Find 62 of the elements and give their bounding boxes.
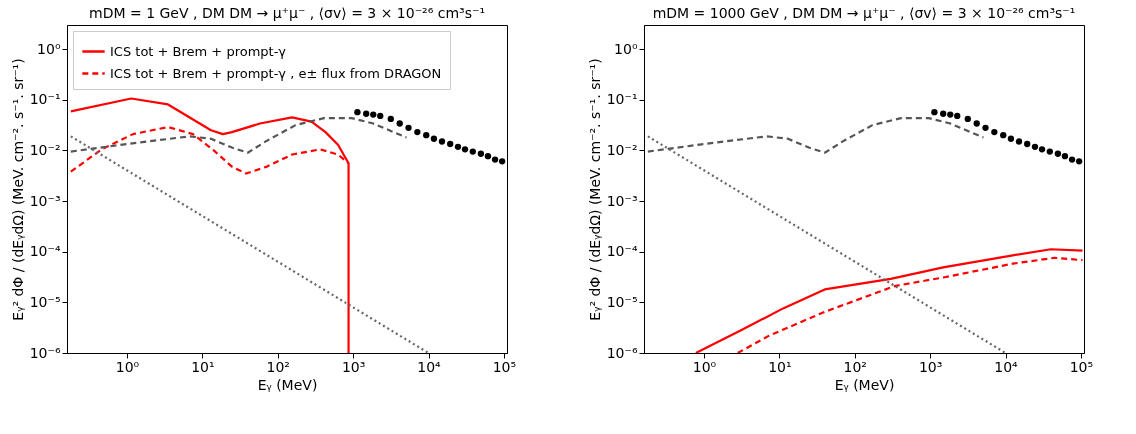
chart-title: mDM = 1 GeV , DM DM → μ⁺μ⁻ , ⟨σv⟩ = 3 × 10⁻²⁶ cm³s⁻¹ bbox=[89, 5, 485, 21]
y-tick-label: 10⁰ bbox=[614, 40, 638, 57]
point bbox=[1046, 148, 1053, 155]
y-tick-label: 10⁰ bbox=[37, 40, 61, 57]
x-axis-title: Eᵧ (MeV) bbox=[834, 376, 895, 393]
point bbox=[991, 128, 998, 136]
point bbox=[430, 135, 438, 142]
point bbox=[438, 138, 446, 145]
y-tick-label: 10⁻⁴ bbox=[29, 243, 61, 260]
point bbox=[387, 115, 394, 123]
point bbox=[396, 120, 403, 127]
point bbox=[1007, 135, 1015, 142]
x-tick-label: 10³ bbox=[918, 358, 943, 375]
y-tick-label: 10⁻³ bbox=[29, 192, 61, 209]
y-tick-label: 10⁻⁶ bbox=[606, 344, 638, 361]
point bbox=[1015, 138, 1023, 145]
y-tick-label: 10⁻² bbox=[29, 141, 61, 158]
x-tick-label: 10⁴ bbox=[994, 358, 1019, 375]
legend-label: ICS tot + Brem + prompt-γ bbox=[110, 43, 287, 59]
y-tick-label: 10⁻³ bbox=[606, 192, 638, 209]
point bbox=[477, 150, 485, 157]
y-tick-label: 10⁻⁶ bbox=[29, 344, 61, 361]
y-tick-label: 10⁻² bbox=[606, 141, 638, 158]
y-axis-title: Eᵧ² dΦ / (dEᵧdΩ) (MeV. cm⁻². s⁻¹. sr⁻¹) bbox=[586, 58, 603, 321]
point bbox=[461, 146, 469, 153]
chart-title: mDM = 1000 GeV , DM DM → μ⁺μ⁻ , ⟨σv⟩ = 3 × 10⁻²⁶ cm³s⁻¹ bbox=[652, 5, 1076, 21]
x-tick-label: 10² bbox=[843, 358, 867, 375]
y-tick-label: 10⁻⁵ bbox=[606, 293, 638, 310]
point bbox=[469, 148, 476, 155]
point bbox=[1038, 146, 1046, 153]
x-tick-label: 10⁴ bbox=[417, 358, 442, 375]
point bbox=[1024, 140, 1031, 148]
x-tick-label: 10¹ bbox=[191, 358, 215, 375]
x-tick-label: 10⁰ bbox=[692, 358, 717, 375]
point bbox=[973, 120, 980, 127]
x-tick-label: 10⁵ bbox=[492, 358, 517, 375]
point bbox=[354, 109, 361, 116]
point bbox=[405, 124, 412, 131]
x-tick-label: 10⁵ bbox=[1069, 358, 1094, 375]
y-tick-label: 10⁻⁵ bbox=[29, 293, 61, 310]
point bbox=[447, 140, 454, 148]
y-axis-title: Eᵧ² dΦ / (dEᵧdΩ) (MeV. cm⁻². s⁻¹. sr⁻¹) bbox=[9, 58, 26, 321]
x-axis-title: Eᵧ (MeV) bbox=[257, 376, 318, 393]
x-tick-label: 10⁰ bbox=[115, 358, 140, 375]
legend-label: ICS tot + Brem + prompt-γ , e± flux from DRAGON bbox=[110, 65, 442, 81]
y-tick-label: 10⁻¹ bbox=[29, 91, 61, 108]
point bbox=[370, 111, 377, 118]
point bbox=[1054, 150, 1062, 157]
y-tick-label: 10⁻¹ bbox=[606, 91, 638, 108]
point bbox=[931, 109, 938, 116]
point bbox=[414, 128, 421, 136]
point bbox=[1031, 143, 1039, 150]
point bbox=[982, 124, 989, 131]
point bbox=[454, 143, 462, 150]
point bbox=[964, 115, 971, 123]
y-tick-label: 10⁻⁴ bbox=[606, 243, 638, 260]
x-tick-label: 10¹ bbox=[768, 358, 792, 375]
point bbox=[947, 111, 954, 118]
point bbox=[940, 110, 947, 117]
x-tick-label: 10³ bbox=[341, 358, 366, 375]
x-tick-label: 10² bbox=[266, 358, 290, 375]
point bbox=[363, 110, 370, 117]
